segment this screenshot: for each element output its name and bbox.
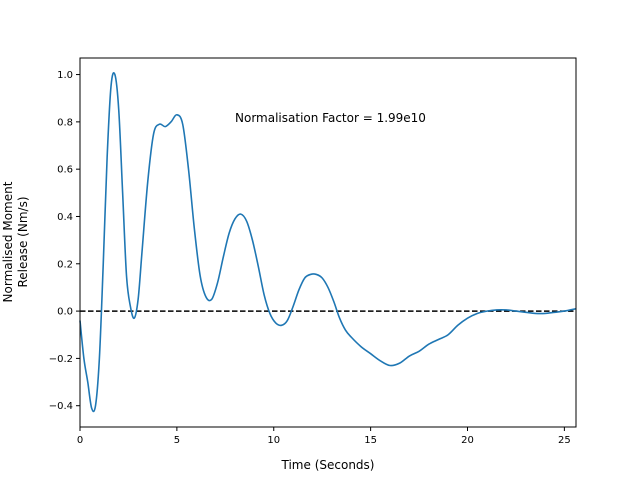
plot-frame bbox=[79, 57, 577, 428]
y-tick-label: 1.0 bbox=[57, 70, 73, 81]
y-tick-label: −0.2 bbox=[49, 354, 73, 365]
series-line-0 bbox=[79, 72, 577, 413]
y-tick-label: 0.4 bbox=[57, 212, 73, 223]
x-tick-label: 25 bbox=[558, 435, 571, 446]
x-axis-ticks: 0 5 10 15 20 25 bbox=[77, 427, 571, 446]
normalisation-annotation: Normalisation Factor = 1.99e10 bbox=[235, 111, 426, 125]
x-tick-label: 10 bbox=[267, 435, 280, 446]
y-tick-label: −0.4 bbox=[49, 401, 73, 412]
y-axis-ticks: −0.4 −0.2 0.0 0.2 0.4 0.6 0.8 1.0 bbox=[49, 70, 80, 412]
y-axis-label: Normalised Moment Release (Nm/s) bbox=[1, 181, 30, 302]
plot-content bbox=[79, 72, 577, 413]
x-tick-label: 20 bbox=[461, 435, 474, 446]
y-axis-label-line-1: Normalised Moment bbox=[1, 181, 15, 302]
y-axis-label-line-2: Release (Nm/s) bbox=[16, 196, 30, 287]
y-tick-label: 0.6 bbox=[57, 165, 73, 176]
y-tick-label: 0.8 bbox=[57, 117, 73, 128]
y-tick-label: 0.2 bbox=[57, 259, 73, 270]
x-tick-label: 5 bbox=[174, 435, 180, 446]
x-axis-label: Time (Seconds) bbox=[281, 458, 375, 472]
y-tick-label: 0.0 bbox=[57, 307, 73, 318]
x-tick-label: 0 bbox=[77, 435, 83, 446]
x-tick-label: 15 bbox=[364, 435, 377, 446]
